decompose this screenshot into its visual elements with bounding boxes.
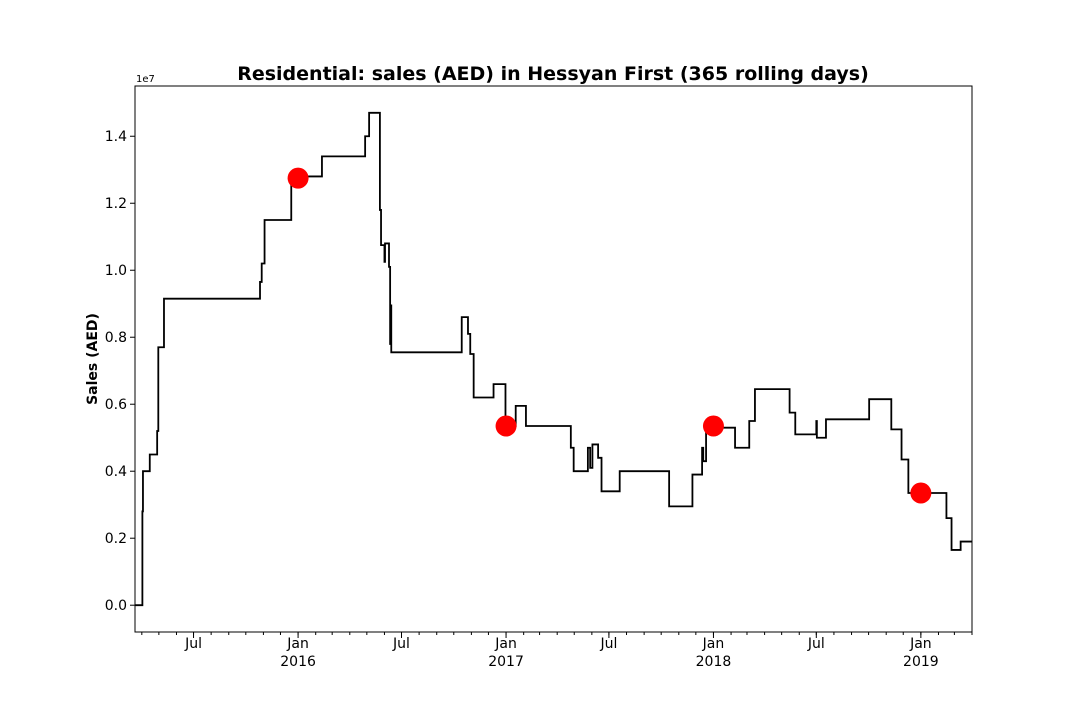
series-group <box>135 111 972 607</box>
x-tick-label: Jan <box>494 636 517 652</box>
y-axis: 0.0 0.2 0.4 0.6 0.8 1.0 1.2 1.4 <box>105 129 135 614</box>
y-tick-label: 0.0 <box>105 598 127 614</box>
chart-title: Residential: sales (AED) in Hessyan Firs… <box>237 63 869 85</box>
x-tick-year-label: 2017 <box>488 654 524 670</box>
x-tick-label: Jan <box>702 636 725 652</box>
x-tick-year-label: 2016 <box>280 654 316 670</box>
jan-marker <box>702 415 724 437</box>
x-tick-year-label: 2019 <box>903 654 939 670</box>
jan-marker <box>910 482 932 504</box>
x-tick-label: Jul <box>807 636 825 652</box>
x-tick-label: Jul <box>599 636 617 652</box>
x-tick-label: Jul <box>184 636 202 652</box>
plot-frame <box>134 85 973 633</box>
x-axis: Jul Jan 2016 Jul Jan 2017 Jul Jan 2018 Jul Jan 2019 <box>141 632 973 670</box>
y-tick-label: 0.6 <box>105 397 127 413</box>
y-tick-label: 0.2 <box>105 531 127 547</box>
x-tick-label: Jul <box>392 636 410 652</box>
marker-group <box>287 167 932 504</box>
x-tick-label: Jan <box>909 636 932 652</box>
y-tick-label: 1.2 <box>105 196 127 212</box>
x-tick-year-label: 2018 <box>696 654 732 670</box>
y-axis-offset-label: 1e7 <box>136 74 155 85</box>
y-tick-label: 0.4 <box>105 464 127 480</box>
x-tick-label: Jan <box>286 636 309 652</box>
y-tick-label: 0.8 <box>105 330 127 346</box>
y-axis-label: Sales (AED) <box>85 313 101 405</box>
sales-line <box>135 111 972 607</box>
y-tick-label: 1.0 <box>105 263 127 279</box>
y-tick-label: 1.4 <box>105 129 127 145</box>
jan-marker <box>287 167 309 189</box>
jan-marker <box>495 415 517 437</box>
